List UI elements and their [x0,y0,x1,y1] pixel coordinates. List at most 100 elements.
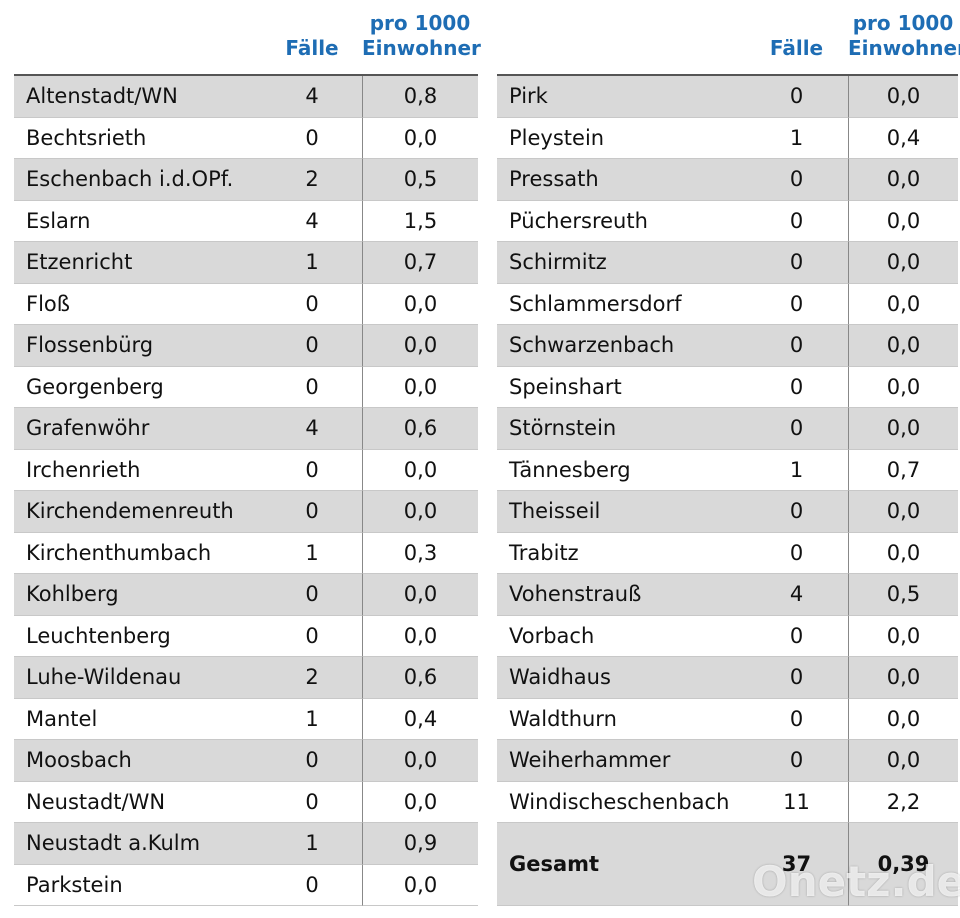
header-per: pro 1000 [852,11,954,35]
municipality: Eschenbach i.d.OPf. [14,159,262,201]
cases: 0 [745,284,848,325]
municipality: Pressath [497,159,745,201]
municipality: Störnstein [497,408,745,450]
header-per: Einwohner [848,36,960,60]
cases: 0 [262,450,362,491]
per-1000: 0,0 [362,491,478,533]
per-1000: 1,5 [362,200,478,242]
municipality: Parkstein [14,865,262,906]
municipality: Speinshart [497,367,745,408]
per-1000: 0,7 [362,242,478,284]
header-cases: Fälle [285,36,339,60]
per-1000: 0,0 [362,864,478,906]
municipality: Tännesberg [497,450,745,491]
per-1000: 0,0 [848,615,958,657]
municipality: Kirchenthumbach [14,533,262,574]
per-1000: 0,6 [362,657,478,699]
table-top-border [14,74,478,76]
cases: 0 [745,325,848,367]
cases: 0 [262,782,362,823]
cases: 0 [262,616,362,657]
cases: 2 [262,657,362,699]
per-1000: 0,0 [848,283,958,325]
cases: 0 [745,201,848,242]
per-1000: 0,0 [362,615,478,657]
municipality: Schwarzenbach [497,325,745,367]
cases: 1 [262,823,362,865]
municipality: Trabitz [497,533,745,574]
cases: 0 [745,740,848,782]
per-1000: 0,0 [362,325,478,367]
cases: 0 [262,118,362,159]
per-1000: 0,7 [848,449,958,491]
municipality: Floß [14,284,262,325]
municipality: Waidhaus [497,657,745,699]
municipality: Luhe-Wildenau [14,657,262,699]
per-1000: 0,9 [362,823,478,865]
header-per: Einwohner [362,36,481,60]
cases: 0 [262,367,362,408]
cases: 0 [745,699,848,740]
cases: 4 [262,201,362,242]
municipality: Weiherhammer [497,740,745,782]
per-1000: 0,0 [362,449,478,491]
header-per: pro 1000 [369,11,471,35]
per-1000: 0,0 [362,574,478,616]
cases: 4 [745,574,848,616]
cases: 0 [745,408,848,450]
per-1000: 0,4 [362,698,478,740]
per-1000: 0,0 [848,408,958,450]
municipality: Gesamt [497,823,745,906]
per-1000: 0,3 [362,532,478,574]
cases: 37 [745,823,848,906]
per-1000: 0,0 [362,740,478,782]
per-1000: 0,39 [848,823,958,906]
cases: 0 [745,159,848,201]
per-1000: 0,0 [848,657,958,699]
cases: 0 [745,616,848,657]
municipality: Georgenberg [14,367,262,408]
municipality: Kirchendemenreuth [14,491,262,533]
municipality: Kohlberg [14,574,262,616]
per-1000: 2,2 [848,781,958,823]
per-1000: 0,0 [848,200,958,242]
municipality: Waldthurn [497,699,745,740]
municipality: Pleystein [497,118,745,159]
per-1000: 0,5 [362,159,478,201]
cases: 0 [262,491,362,533]
cases: 1 [262,533,362,574]
cases: 1 [745,118,848,159]
municipality: Altenstadt/WN [14,76,262,118]
per-1000: 0,6 [362,408,478,450]
cases: 1 [262,242,362,284]
cases: 2 [262,159,362,201]
municipality: Püchersreuth [497,201,745,242]
municipality: Neustadt/WN [14,782,262,823]
per-1000: 0,5 [848,574,958,616]
cases: 1 [262,699,362,740]
cases: 0 [745,533,848,574]
municipality: Pirk [497,76,745,118]
table-top-border [497,74,958,76]
per-1000: 0,0 [848,325,958,367]
cases: 0 [262,325,362,367]
cases: 0 [262,740,362,782]
per-1000: 0,0 [362,283,478,325]
municipality: Bechtsrieth [14,118,262,159]
cases: 11 [745,782,848,823]
municipality: Irchenrieth [14,450,262,491]
cases: 0 [745,242,848,284]
cases: 0 [262,865,362,906]
cases: 0 [262,284,362,325]
per-1000: 0,0 [362,117,478,159]
municipality: Flossenbürg [14,325,262,367]
per-1000: 0,0 [362,781,478,823]
per-1000: 0,0 [848,698,958,740]
cases: 1 [745,450,848,491]
municipality: Neustadt a.Kulm [14,823,262,865]
municipality: Schlammersdorf [497,284,745,325]
municipality: Mantel [14,699,262,740]
per-1000: 0,0 [848,366,958,408]
per-1000: 0,0 [848,242,958,284]
per-1000: 0,0 [848,159,958,201]
